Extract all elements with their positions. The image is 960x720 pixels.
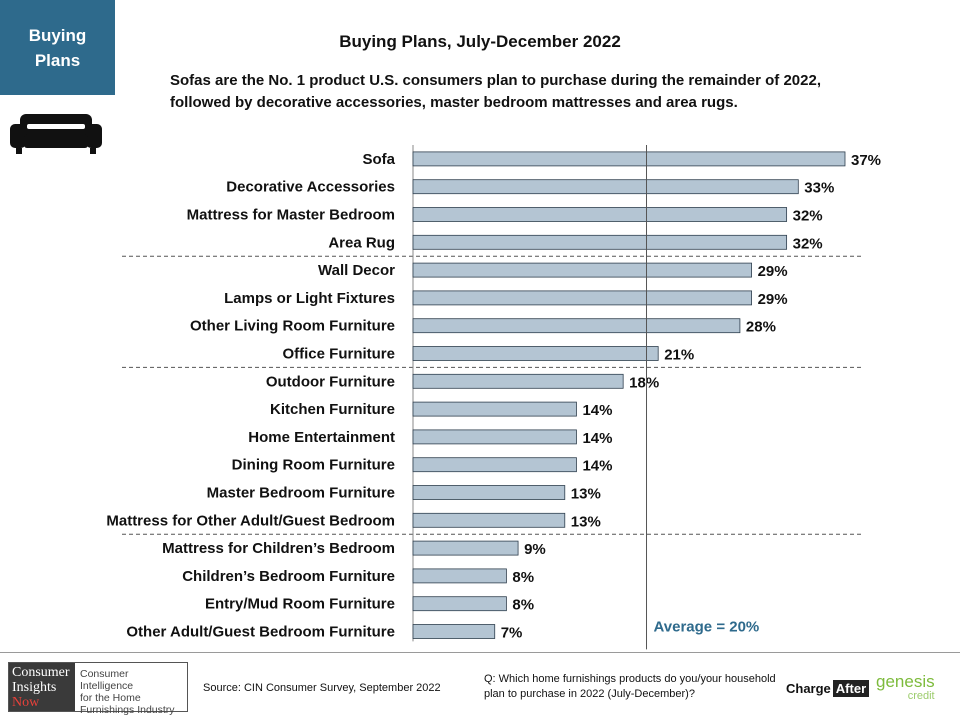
category-label-2: Decorative Accessories [226,179,395,196]
sofa-icon [10,114,102,154]
category-label-6: Lamps or Light Fixtures [224,290,395,307]
category-label-12: Dining Room Furniture [232,457,395,474]
value-label-16: 8% [512,569,534,586]
section-badge-line-2: Plans [34,50,81,70]
bar-9 [412,373,624,389]
value-label-6: 29% [758,291,788,308]
survey-question: Q: Which home furnishings products do yo… [484,673,776,700]
value-label-10: 14% [582,402,612,419]
category-label-8: Office Furniture [282,346,395,363]
category-label-11: Home Entertainment [248,429,395,446]
value-label-1: 37% [851,152,881,169]
category-label-10: Kitchen Furniture [270,401,395,418]
cin-logo-mark: Consumer Insights Now [9,663,75,711]
bar-17 [412,596,507,612]
cin-tagline-2: for the Home [80,692,141,704]
value-label-17: 8% [512,597,534,614]
chargeafter-logo: Charge After [786,680,870,697]
bar-5 [412,262,752,278]
category-label-1: Sofa [362,151,395,168]
cin-logo: Consumer Insights Now Consumer Intellige… [8,662,188,716]
category-label-15: Mattress for Children’s Bedroom [162,540,395,557]
category-label-7: Other Living Room Furniture [190,318,395,335]
chargeafter-word-1: Charge [786,681,831,696]
value-label-3: 32% [793,208,823,225]
cin-tagline-3: Furnishings Industry [80,704,175,716]
cin-logo-word-1: Consumer [12,665,70,680]
category-label-5: Wall Decor [318,262,395,279]
category-label-3: Mattress for Master Bedroom [187,207,395,224]
bar-18 [412,624,496,639]
category-label-16: Children’s Bedroom Furniture [182,568,395,585]
value-label-18: 7% [501,625,523,642]
bar-6 [412,290,752,306]
average-label: Average = 20% [654,618,760,635]
value-label-4: 32% [793,235,823,252]
category-label-9: Outdoor Furniture [266,373,395,390]
cin-logo-tagline: Consumer Intelligence for the Home Furni… [75,663,187,716]
section-badge-line-1: Buying [28,25,87,45]
category-label-14: Mattress for Other Adult/Guest Bedroom [106,512,395,529]
value-label-2: 33% [804,180,834,197]
category-label-17: Entry/Mud Room Furniture [205,596,395,613]
bar-chart: Sofa 37% Decorative Accessories 33% Mattress… [106,145,881,650]
value-label-7: 28% [746,319,776,336]
genesis-word: genesis [876,672,935,691]
genesis-credit-logo: genesis credit [876,672,935,704]
bar-1 [412,151,846,167]
footer-divider [0,652,960,653]
bar-4 [412,234,788,250]
bar-13 [412,485,566,500]
bar-10 [412,401,577,417]
bar-14 [412,512,566,528]
cin-logo-word-2: Insights [12,680,57,695]
chargeafter-word-2: After [832,680,870,697]
value-label-9: 18% [629,374,659,391]
bar-11 [412,429,577,445]
category-label-4: Area Rug [328,234,395,251]
bar-2 [412,179,799,195]
bar-16 [412,568,507,584]
category-label-18: Other Adult/Guest Bedroom Furniture [126,624,395,641]
bar-3 [412,207,788,222]
value-label-14: 13% [571,513,601,530]
bar-12 [412,457,577,473]
bar-8 [412,346,659,361]
bar-15 [412,540,519,556]
bar-7 [412,318,741,334]
cin-logo-word-3: Now [12,695,40,710]
value-label-12: 14% [582,458,612,475]
chart-title: Buying Plans, July-December 2022 [339,32,621,51]
value-label-11: 14% [582,430,612,447]
category-label-13: Master Bedroom Furniture [207,485,395,502]
value-label-15: 9% [524,541,546,558]
genesis-credit-word: credit [907,690,935,702]
chart-subtitle: Sofas are the No. 1 product U.S. consume… [170,72,821,111]
value-label-5: 29% [758,263,788,280]
section-badge: Buying Plans [0,0,115,95]
value-label-13: 13% [571,486,601,503]
cin-tagline-1: Consumer Intelligence [80,668,134,692]
value-label-8: 21% [664,347,694,364]
source-note: Source: CIN Consumer Survey, September 2… [203,682,441,694]
